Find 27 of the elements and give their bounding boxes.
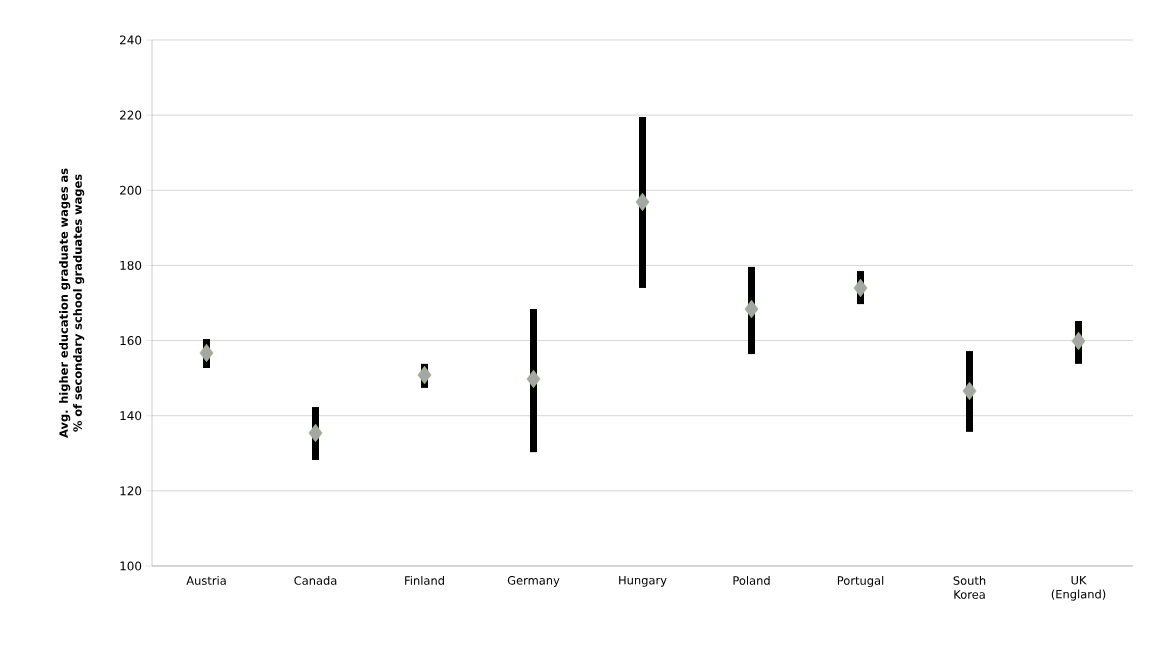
x-tick-label: Hungary	[619, 576, 667, 587]
point	[1071, 331, 1086, 351]
x-tick-label: UK (England)	[1051, 576, 1106, 601]
point	[744, 299, 759, 319]
point	[526, 369, 541, 389]
x-tick-label: Germany	[507, 576, 560, 587]
y-tick-label: 180	[120, 260, 142, 270]
x-tick-label: South Korea	[953, 576, 986, 599]
y-tick-label: 140	[120, 411, 142, 421]
point	[199, 343, 214, 363]
point	[635, 192, 650, 212]
y-tick-label: 220	[120, 110, 142, 120]
y-tick-label: 160	[120, 336, 142, 346]
x-tick-label: Canada	[294, 576, 337, 585]
x-tick-label: Poland	[733, 576, 770, 585]
y-tick-label: 120	[120, 486, 142, 496]
y-tick-label: 240	[120, 35, 142, 45]
y-axis-title: Avg. higher education graduate wages as % of secondary school graduates wages	[59, 168, 85, 438]
point	[308, 423, 323, 443]
point	[853, 278, 868, 298]
point	[417, 365, 432, 385]
point	[962, 381, 977, 401]
x-tick-label: Finland	[405, 576, 444, 585]
y-tick-label: 100	[120, 561, 142, 571]
x-tick-label: Portugal	[837, 576, 884, 588]
x-tick-label: Austria	[186, 576, 226, 585]
y-tick-label: 200	[120, 185, 142, 195]
